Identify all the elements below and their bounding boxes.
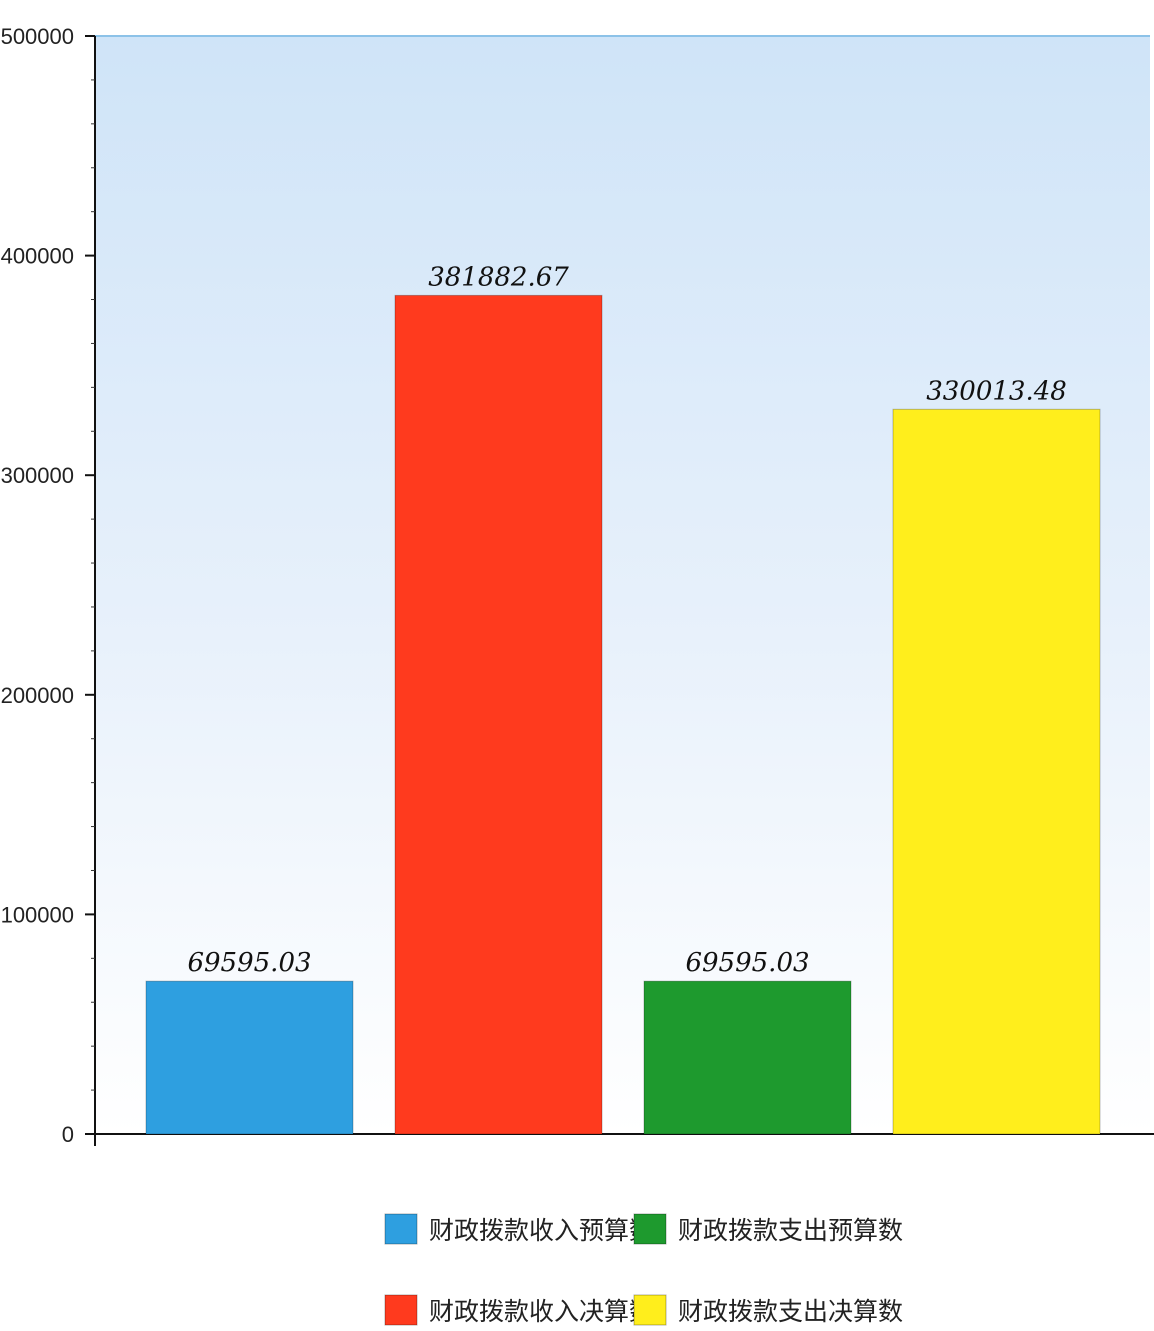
- legend-label-2: 财政拨款支出预算数: [678, 1216, 903, 1245]
- legend-label-4: 财政拨款支出决算数: [678, 1297, 903, 1326]
- legend-swatch-3: [384, 1294, 418, 1326]
- y-tick-label: 300000: [1, 463, 74, 488]
- bar-1: [145, 980, 354, 1135]
- legend-label-3: 财政拨款收入决算数: [429, 1297, 654, 1326]
- bars: [145, 294, 1101, 1135]
- y-tick-label: 400000: [1, 244, 74, 269]
- bar-2: [394, 294, 603, 1135]
- y-tick-label: 0: [62, 1122, 74, 1147]
- legend-swatch-2: [633, 1213, 667, 1245]
- legend-label-1: 财政拨款收入预算数: [429, 1216, 654, 1245]
- y-tick-label: 500000: [1, 24, 74, 49]
- data-label-2: 381882.67: [428, 262, 569, 292]
- bar-4: [892, 408, 1101, 1135]
- data-labels: 69595.03 381882.67 69595.03 330013.48: [187, 262, 1066, 978]
- data-label-3: 69595.03: [685, 948, 809, 978]
- legend-swatch-1: [384, 1213, 418, 1245]
- y-tick-label: 100000: [1, 902, 74, 927]
- y-tick-label: 200000: [1, 683, 74, 708]
- bar-3: [643, 980, 852, 1135]
- data-label-4: 330013.48: [926, 376, 1067, 406]
- data-label-1: 69595.03: [187, 948, 311, 978]
- legend-swatch-4: [633, 1294, 667, 1326]
